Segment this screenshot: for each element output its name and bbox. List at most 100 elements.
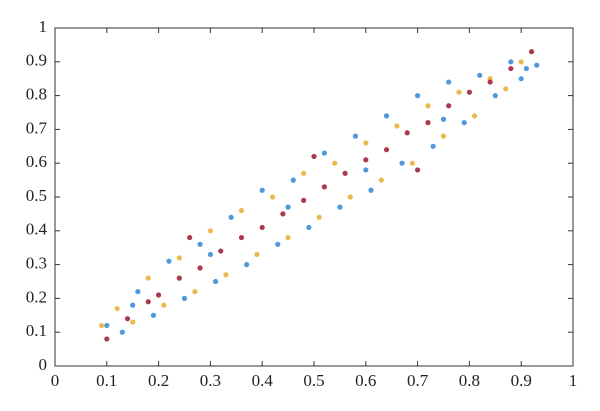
x-tick-label: 0 — [51, 371, 60, 390]
point — [145, 275, 151, 281]
point — [508, 59, 514, 65]
point — [223, 272, 229, 278]
point — [446, 103, 452, 109]
point — [176, 255, 182, 261]
point — [508, 65, 514, 72]
point — [135, 289, 141, 295]
point — [363, 140, 369, 146]
point — [528, 49, 535, 55]
point — [254, 251, 260, 258]
point — [368, 187, 374, 193]
point — [99, 322, 105, 329]
point — [378, 177, 384, 183]
point — [285, 204, 291, 210]
point — [181, 295, 188, 301]
y-tick-label: 0.3 — [26, 254, 47, 273]
point — [337, 204, 343, 210]
point — [130, 302, 136, 308]
point — [145, 299, 151, 305]
point — [259, 187, 265, 193]
point — [290, 177, 296, 183]
point — [259, 224, 265, 231]
point — [269, 194, 276, 200]
point — [280, 211, 286, 217]
x-tick-label: 0.4 — [252, 371, 274, 390]
point — [409, 160, 416, 166]
point — [440, 116, 447, 122]
point — [425, 120, 431, 126]
point — [363, 167, 369, 173]
point — [156, 292, 162, 298]
x-tick-label: 1 — [569, 371, 578, 390]
x-tick-label: 0.2 — [148, 371, 169, 390]
point — [471, 113, 478, 119]
point — [430, 143, 436, 149]
point — [104, 336, 110, 342]
y-tick-label: 0.1 — [26, 321, 47, 340]
point — [404, 130, 410, 136]
x-tick-label: 0.3 — [200, 371, 221, 390]
point — [187, 234, 193, 241]
point — [332, 160, 338, 166]
point — [207, 251, 213, 258]
point — [238, 207, 245, 214]
point — [161, 302, 167, 308]
point — [518, 59, 524, 65]
x-tick-label: 0.1 — [96, 371, 117, 390]
point — [394, 123, 400, 129]
y-tick-label: 0.8 — [26, 85, 47, 104]
point — [415, 167, 421, 173]
point — [124, 316, 131, 322]
point — [440, 133, 447, 139]
point — [347, 194, 353, 200]
point — [311, 153, 317, 160]
point — [197, 241, 203, 247]
point — [275, 241, 281, 247]
y-tick-label: 0 — [39, 355, 48, 374]
point — [518, 76, 524, 82]
point — [166, 258, 172, 264]
point — [534, 62, 540, 68]
y-tick-label: 0.7 — [26, 118, 48, 137]
point — [342, 170, 348, 176]
x-tick-label: 0.9 — [511, 371, 532, 390]
point — [192, 289, 198, 295]
point — [363, 157, 369, 163]
point — [238, 234, 245, 241]
point — [321, 184, 327, 190]
point — [130, 319, 136, 325]
point — [114, 305, 120, 312]
y-tick-label: 0.5 — [26, 186, 47, 205]
point — [150, 312, 157, 318]
y-tick-label: 0.9 — [26, 51, 47, 70]
point — [425, 103, 431, 109]
point — [228, 214, 234, 220]
point — [352, 133, 359, 139]
point — [477, 72, 483, 78]
point — [492, 93, 498, 99]
point — [466, 89, 472, 95]
point — [503, 86, 509, 92]
point — [461, 120, 467, 126]
point — [212, 278, 219, 285]
point — [218, 248, 224, 254]
point — [301, 170, 307, 176]
y-tick-label: 0.2 — [26, 287, 47, 306]
y-tick-label: 1 — [39, 17, 48, 36]
point — [316, 214, 322, 220]
x-tick-label: 0.7 — [407, 371, 429, 390]
point — [383, 113, 390, 119]
x-tick-label: 0.5 — [303, 371, 324, 390]
point — [487, 79, 493, 85]
point — [523, 65, 529, 72]
point — [456, 89, 462, 95]
point — [446, 79, 452, 85]
point — [104, 322, 110, 329]
point — [197, 265, 203, 271]
point — [244, 262, 250, 268]
y-tick-label: 0.4 — [26, 220, 48, 239]
point — [285, 234, 291, 241]
point — [119, 329, 125, 335]
point — [321, 150, 327, 156]
